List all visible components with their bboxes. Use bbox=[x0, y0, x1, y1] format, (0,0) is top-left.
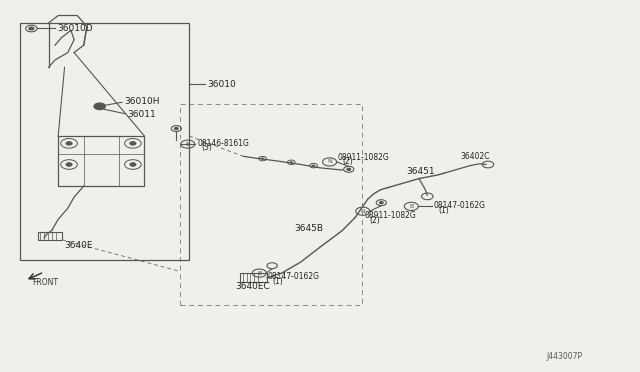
Text: FRONT: FRONT bbox=[33, 278, 59, 287]
Text: (1): (1) bbox=[438, 206, 449, 215]
Text: 08147-0162G: 08147-0162G bbox=[268, 272, 319, 281]
Text: N: N bbox=[360, 209, 365, 214]
Circle shape bbox=[130, 141, 136, 145]
Text: 3640E: 3640E bbox=[65, 241, 93, 250]
Circle shape bbox=[347, 168, 351, 170]
Bar bbox=[38, 232, 62, 240]
Text: 08147-0162G: 08147-0162G bbox=[434, 201, 486, 210]
Text: 36011: 36011 bbox=[127, 110, 156, 119]
Circle shape bbox=[174, 128, 178, 130]
Circle shape bbox=[94, 103, 106, 110]
Circle shape bbox=[312, 165, 315, 166]
Text: 36402C: 36402C bbox=[461, 152, 490, 161]
Circle shape bbox=[290, 161, 292, 163]
Bar bbox=[240, 273, 267, 282]
Text: 3645B: 3645B bbox=[294, 224, 323, 233]
Bar bbox=[20, 23, 189, 260]
Circle shape bbox=[130, 163, 136, 166]
Text: N: N bbox=[327, 160, 332, 164]
Text: 36010H: 36010H bbox=[124, 97, 159, 106]
Text: 3640EC: 3640EC bbox=[235, 282, 270, 291]
Text: J443007P: J443007P bbox=[547, 352, 583, 361]
Text: B: B bbox=[186, 142, 190, 147]
Circle shape bbox=[261, 158, 264, 159]
Text: (1): (1) bbox=[272, 277, 283, 286]
Text: 36010D: 36010D bbox=[57, 24, 93, 33]
Text: 36010: 36010 bbox=[207, 80, 236, 89]
Circle shape bbox=[66, 141, 72, 145]
Text: 36451: 36451 bbox=[406, 167, 435, 176]
Text: 08911-1082G: 08911-1082G bbox=[365, 211, 417, 220]
Text: B: B bbox=[257, 270, 262, 276]
Text: B: B bbox=[409, 204, 413, 209]
Circle shape bbox=[66, 163, 72, 166]
Text: 08146-8161G: 08146-8161G bbox=[197, 138, 249, 148]
Text: 08911-1082G: 08911-1082G bbox=[338, 153, 390, 161]
Text: (2): (2) bbox=[369, 216, 380, 225]
Text: (2): (2) bbox=[342, 157, 353, 166]
Circle shape bbox=[29, 27, 34, 30]
Circle shape bbox=[380, 202, 383, 204]
Text: (3): (3) bbox=[202, 143, 212, 152]
Bar bbox=[179, 105, 362, 305]
